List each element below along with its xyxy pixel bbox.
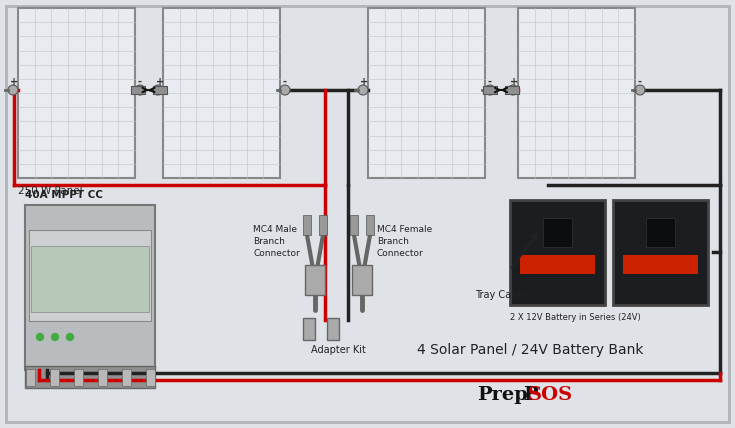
Bar — [520, 255, 595, 273]
Text: +: + — [510, 77, 518, 87]
Circle shape — [485, 85, 495, 95]
Text: 2 X 12V Battery in Series (24V): 2 X 12V Battery in Series (24V) — [510, 313, 641, 322]
Bar — [146, 369, 155, 386]
Text: +: + — [360, 77, 368, 87]
Text: 250 W Panel: 250 W Panel — [18, 186, 82, 196]
Bar — [122, 369, 131, 386]
Bar — [131, 86, 145, 94]
Text: 4 Solar Panel / 24V Battery Bank: 4 Solar Panel / 24V Battery Bank — [417, 343, 643, 357]
Text: +: + — [156, 77, 164, 87]
Bar — [352, 265, 372, 295]
Circle shape — [51, 333, 59, 341]
Circle shape — [37, 333, 43, 341]
Bar — [646, 218, 675, 247]
Bar — [305, 265, 325, 295]
Bar — [50, 369, 59, 386]
Bar — [303, 318, 315, 340]
Bar — [31, 246, 149, 312]
Text: -: - — [283, 77, 287, 87]
Bar — [29, 230, 151, 321]
Bar — [26, 369, 35, 386]
Bar — [25, 366, 155, 388]
Bar — [350, 215, 358, 235]
Bar — [623, 255, 698, 273]
Bar — [74, 369, 83, 386]
Text: Adapter Kit: Adapter Kit — [311, 345, 365, 355]
Bar — [506, 86, 520, 94]
Text: MC4 Female
Branch
Connector: MC4 Female Branch Connector — [377, 225, 432, 258]
Bar — [163, 8, 280, 178]
Circle shape — [8, 85, 18, 95]
Text: 40A MPPT CC: 40A MPPT CC — [25, 190, 103, 200]
Bar — [518, 8, 635, 178]
Text: -: - — [488, 77, 492, 87]
Circle shape — [358, 85, 368, 95]
Circle shape — [635, 85, 645, 95]
Text: P: P — [523, 386, 537, 404]
Circle shape — [66, 333, 74, 341]
Circle shape — [153, 85, 163, 95]
Bar — [25, 205, 155, 370]
Bar — [18, 8, 135, 178]
Circle shape — [280, 85, 290, 95]
Bar — [368, 8, 485, 178]
Bar — [613, 200, 708, 305]
Bar — [153, 86, 167, 94]
Bar — [543, 218, 572, 247]
Bar — [484, 86, 498, 94]
Circle shape — [508, 85, 518, 95]
Bar — [327, 318, 339, 340]
Text: -: - — [138, 77, 142, 87]
Text: MC4 Male
Branch
Connector: MC4 Male Branch Connector — [254, 225, 300, 258]
Text: -: - — [638, 77, 642, 87]
Bar — [510, 200, 605, 305]
Text: SOS: SOS — [528, 386, 573, 404]
Text: Prep: Prep — [477, 386, 528, 404]
Text: Tray Cable: Tray Cable — [475, 290, 526, 300]
Bar — [303, 215, 311, 235]
Circle shape — [135, 85, 145, 95]
Bar — [98, 369, 107, 386]
Bar — [366, 215, 374, 235]
Bar — [319, 215, 327, 235]
Text: +: + — [10, 77, 18, 87]
